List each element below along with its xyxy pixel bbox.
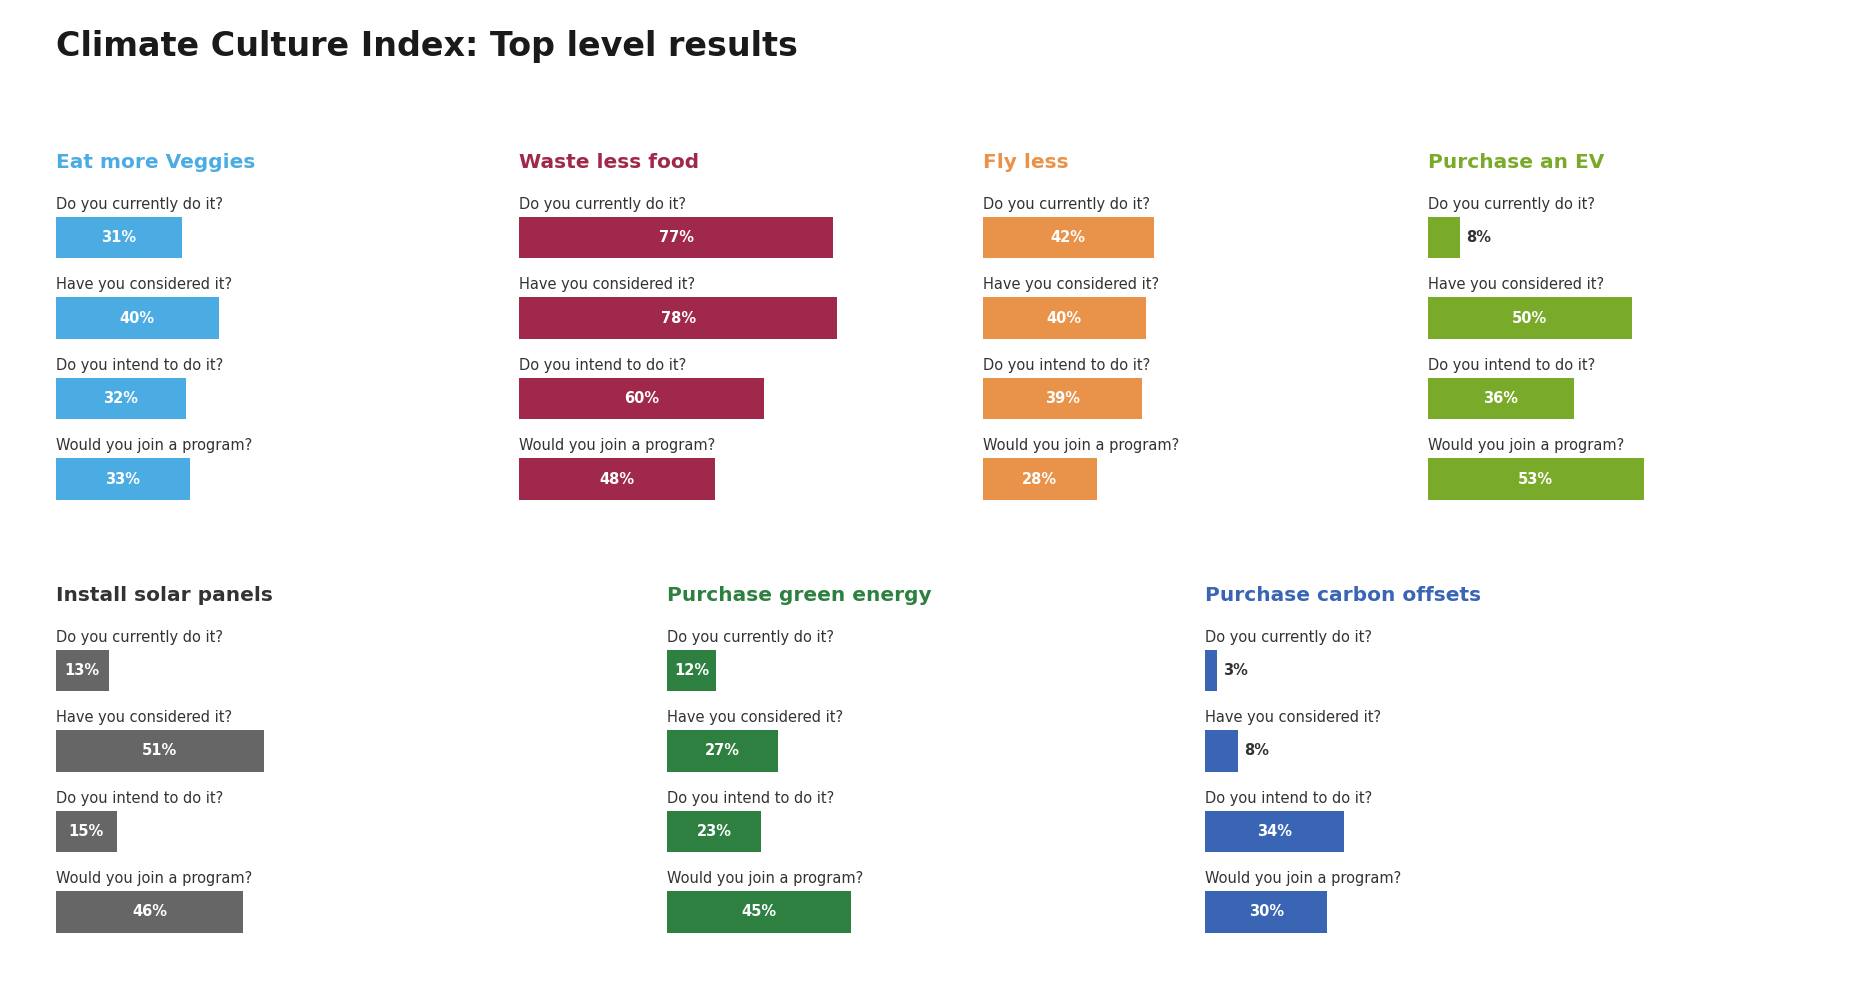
Text: 15%: 15% — [69, 824, 104, 839]
Text: 34%: 34% — [1257, 824, 1292, 839]
Text: 60%: 60% — [625, 391, 658, 406]
Text: 8%: 8% — [1467, 230, 1491, 245]
Text: Would you join a program?: Would you join a program? — [1205, 871, 1402, 887]
Bar — [519, 297, 838, 338]
Bar — [519, 216, 832, 259]
Bar — [56, 216, 182, 259]
Bar — [1428, 297, 1632, 338]
Text: Have you considered it?: Have you considered it? — [519, 277, 695, 292]
Text: 31%: 31% — [102, 230, 137, 245]
Text: Eat more Veggies: Eat more Veggies — [56, 154, 256, 172]
Text: Have you considered it?: Have you considered it? — [983, 277, 1159, 292]
Text: 28%: 28% — [1022, 471, 1057, 486]
Text: 40%: 40% — [121, 311, 154, 326]
Text: Climate Culture Index: Top level results: Climate Culture Index: Top level results — [56, 30, 797, 63]
Text: Would you join a program?: Would you join a program? — [519, 438, 716, 454]
Text: 23%: 23% — [697, 824, 732, 839]
Text: 46%: 46% — [132, 904, 167, 919]
Bar — [56, 297, 219, 338]
Text: 32%: 32% — [104, 391, 139, 406]
Bar — [1428, 216, 1461, 259]
Text: Would you join a program?: Would you join a program? — [56, 871, 252, 887]
Bar — [1205, 730, 1238, 771]
Bar — [1428, 459, 1644, 500]
Text: Do you currently do it?: Do you currently do it? — [56, 197, 222, 212]
Text: 50%: 50% — [1511, 311, 1548, 326]
Bar — [56, 892, 243, 933]
Text: Waste less food: Waste less food — [519, 154, 699, 172]
Text: Do you currently do it?: Do you currently do it? — [1428, 197, 1594, 212]
Bar — [519, 378, 764, 419]
Text: Would you join a program?: Would you join a program? — [667, 871, 864, 887]
Text: Have you considered it?: Have you considered it? — [1428, 277, 1604, 292]
Text: Do you currently do it?: Do you currently do it? — [667, 630, 834, 645]
Text: 33%: 33% — [106, 471, 141, 486]
Text: Do you currently do it?: Do you currently do it? — [56, 630, 222, 645]
Text: Fly less: Fly less — [983, 154, 1068, 172]
Text: Have you considered it?: Have you considered it? — [667, 710, 844, 725]
Text: 53%: 53% — [1518, 471, 1554, 486]
Bar — [667, 649, 716, 692]
Text: Do you intend to do it?: Do you intend to do it? — [983, 358, 1149, 373]
Text: Do you currently do it?: Do you currently do it? — [519, 197, 686, 212]
Bar — [56, 649, 109, 692]
Text: 39%: 39% — [1044, 391, 1079, 406]
Bar — [56, 730, 263, 771]
Bar — [1428, 378, 1574, 419]
Text: 45%: 45% — [742, 904, 777, 919]
Text: Do you intend to do it?: Do you intend to do it? — [1428, 358, 1594, 373]
Text: 40%: 40% — [1048, 311, 1081, 326]
Text: 78%: 78% — [660, 311, 695, 326]
Bar — [1205, 811, 1344, 852]
Bar — [56, 459, 191, 500]
Bar — [983, 297, 1146, 338]
Text: 30%: 30% — [1250, 904, 1283, 919]
Bar — [519, 459, 716, 500]
Text: Install solar panels: Install solar panels — [56, 586, 273, 605]
Text: Have you considered it?: Have you considered it? — [56, 277, 232, 292]
Bar — [983, 459, 1098, 500]
Text: 51%: 51% — [143, 744, 178, 759]
Text: 12%: 12% — [675, 663, 710, 678]
Text: Do you currently do it?: Do you currently do it? — [983, 197, 1149, 212]
Bar — [667, 730, 777, 771]
Text: Do you intend to do it?: Do you intend to do it? — [1205, 791, 1372, 806]
Text: Have you considered it?: Have you considered it? — [1205, 710, 1381, 725]
Text: Do you currently do it?: Do you currently do it? — [1205, 630, 1372, 645]
Bar — [983, 216, 1153, 259]
Text: Do you intend to do it?: Do you intend to do it? — [56, 358, 222, 373]
Bar — [667, 892, 851, 933]
Text: Would you join a program?: Would you join a program? — [983, 438, 1179, 454]
Text: Do you intend to do it?: Do you intend to do it? — [56, 791, 222, 806]
Text: Purchase an EV: Purchase an EV — [1428, 154, 1604, 172]
Text: 27%: 27% — [705, 744, 740, 759]
Text: Have you considered it?: Have you considered it? — [56, 710, 232, 725]
Text: Would you join a program?: Would you join a program? — [56, 438, 252, 454]
Text: Purchase green energy: Purchase green energy — [667, 586, 933, 605]
Text: 3%: 3% — [1224, 663, 1248, 678]
Bar — [56, 378, 185, 419]
Bar — [1205, 892, 1327, 933]
Text: Do you intend to do it?: Do you intend to do it? — [667, 791, 834, 806]
Text: 77%: 77% — [658, 230, 693, 245]
Text: 36%: 36% — [1483, 391, 1518, 406]
Text: Do you intend to do it?: Do you intend to do it? — [519, 358, 686, 373]
Text: 48%: 48% — [599, 471, 634, 486]
Bar — [667, 811, 762, 852]
Text: 13%: 13% — [65, 663, 100, 678]
Bar — [983, 378, 1142, 419]
Bar — [1205, 649, 1218, 692]
Text: 42%: 42% — [1051, 230, 1086, 245]
Text: 8%: 8% — [1244, 744, 1268, 759]
Bar — [56, 811, 117, 852]
Text: Purchase carbon offsets: Purchase carbon offsets — [1205, 586, 1481, 605]
Text: Would you join a program?: Would you join a program? — [1428, 438, 1624, 454]
